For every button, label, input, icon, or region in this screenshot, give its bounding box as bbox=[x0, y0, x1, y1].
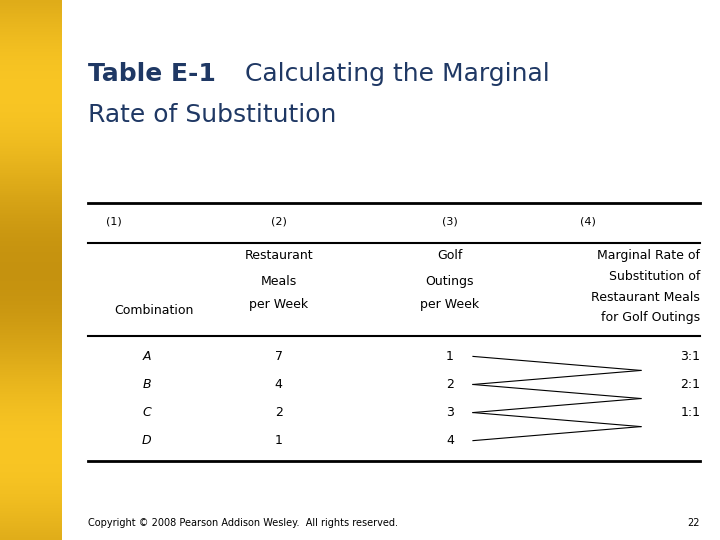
Text: Combination: Combination bbox=[114, 304, 193, 317]
Text: 3:1: 3:1 bbox=[680, 350, 701, 363]
Text: Restaurant Meals: Restaurant Meals bbox=[591, 291, 701, 303]
Text: 1: 1 bbox=[274, 434, 282, 447]
Text: Copyright © 2008 Pearson Addison Wesley.  All rights reserved.: Copyright © 2008 Pearson Addison Wesley.… bbox=[88, 518, 397, 528]
Text: per Week: per Week bbox=[420, 298, 480, 311]
Text: (1): (1) bbox=[106, 217, 122, 226]
Text: Golf: Golf bbox=[437, 249, 462, 262]
Text: 2: 2 bbox=[274, 406, 282, 419]
Text: (2): (2) bbox=[271, 217, 287, 226]
Text: for Golf Outings: for Golf Outings bbox=[601, 311, 701, 324]
Text: 4: 4 bbox=[274, 378, 282, 391]
Text: B: B bbox=[143, 378, 151, 391]
Text: per Week: per Week bbox=[249, 298, 308, 311]
Text: Table E-1: Table E-1 bbox=[88, 62, 215, 86]
Text: 1:1: 1:1 bbox=[680, 406, 701, 419]
Text: D: D bbox=[142, 434, 152, 447]
Text: 7: 7 bbox=[274, 350, 283, 363]
Text: Rate of Substitution: Rate of Substitution bbox=[88, 103, 336, 126]
Text: Substitution of: Substitution of bbox=[609, 270, 701, 283]
Text: 22: 22 bbox=[688, 518, 701, 528]
Text: Outings: Outings bbox=[426, 275, 474, 288]
Text: Meals: Meals bbox=[261, 275, 297, 288]
Text: C: C bbox=[143, 406, 151, 419]
Text: Restaurant: Restaurant bbox=[244, 249, 313, 262]
Text: 4: 4 bbox=[446, 434, 454, 447]
Text: 3: 3 bbox=[446, 406, 454, 419]
Text: 1: 1 bbox=[446, 350, 454, 363]
Text: (3): (3) bbox=[442, 217, 458, 226]
Text: Marginal Rate of: Marginal Rate of bbox=[597, 249, 701, 262]
Text: (4): (4) bbox=[580, 217, 596, 226]
Text: 2:1: 2:1 bbox=[680, 378, 701, 391]
Text: Calculating the Marginal: Calculating the Marginal bbox=[229, 62, 550, 86]
Text: 2: 2 bbox=[446, 378, 454, 391]
Text: A: A bbox=[143, 350, 151, 363]
